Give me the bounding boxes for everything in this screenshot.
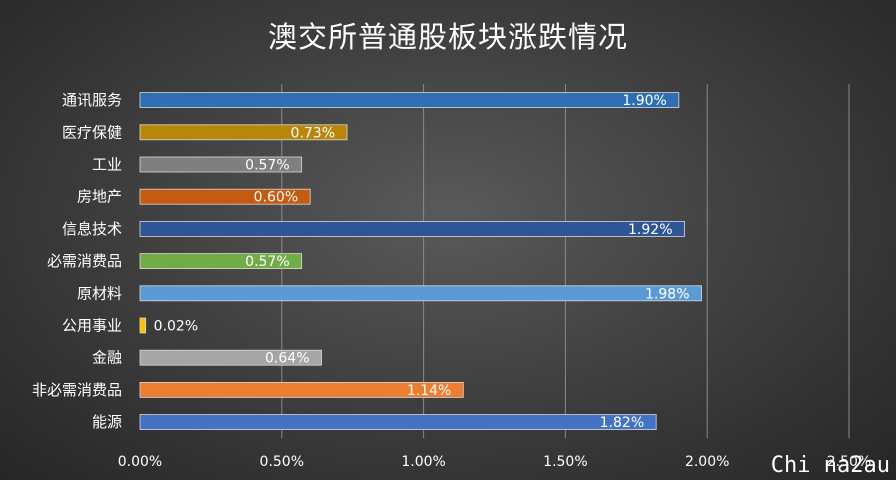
data-label: 1.82% — [600, 415, 644, 431]
data-label: 0.57% — [245, 254, 289, 270]
category-label: 非必需消费品 — [32, 381, 122, 399]
x-tick-label: 2.50% — [827, 454, 871, 470]
bar — [139, 124, 348, 141]
tick-layer: 0.00% 0.50% 1.00% 1.50% 2.00% 2.50% — [118, 454, 871, 470]
category-label: 必需消费品 — [47, 252, 122, 270]
bar — [139, 349, 322, 366]
category-label: 工业 — [92, 156, 122, 174]
bar — [139, 317, 147, 334]
chart-title: 澳交所普通股板块涨跌情况 — [267, 20, 628, 54]
data-label: 1.98% — [645, 286, 689, 302]
category-label: 公用事业 — [62, 317, 122, 335]
category-label: 通讯服务 — [62, 91, 122, 109]
category-label: 原材料 — [77, 284, 122, 302]
bar — [139, 285, 702, 302]
data-label: 1.14% — [407, 383, 451, 399]
x-tick-label: 0.00% — [118, 454, 162, 470]
data-label: 0.02% — [154, 319, 198, 335]
data-label: 0.57% — [245, 158, 289, 174]
x-tick-label: 2.00% — [685, 454, 729, 470]
category-label: 房地产 — [77, 188, 122, 206]
bar — [139, 92, 680, 108]
x-tick-label: 1.50% — [543, 454, 587, 470]
category-label: 信息技术 — [62, 220, 122, 238]
category-label: 能源 — [92, 413, 122, 431]
bar — [139, 220, 685, 237]
bar — [139, 156, 303, 173]
label-layer: 通讯服务 1.90% 医疗保健 0.73% 工业 0.57% 房地产 0.60% 信息技术 1.9… — [32, 91, 690, 431]
watermark: Chi na2au — [770, 453, 890, 478]
bar — [139, 381, 464, 398]
grid-layer — [281, 84, 850, 439]
data-label: 0.64% — [265, 351, 309, 367]
bar — [139, 188, 311, 205]
x-tick-label: 1.00% — [401, 454, 445, 470]
data-label: 1.90% — [622, 93, 666, 109]
category-label: 金融 — [92, 349, 122, 367]
bar — [139, 414, 657, 431]
bar-layer — [139, 92, 702, 431]
x-tick-label: 0.50% — [260, 454, 304, 470]
category-label: 医疗保健 — [62, 123, 122, 141]
bar — [139, 253, 303, 270]
data-label: 1.92% — [628, 222, 672, 238]
data-label: 0.73% — [291, 125, 335, 141]
data-label: 0.60% — [254, 190, 298, 206]
